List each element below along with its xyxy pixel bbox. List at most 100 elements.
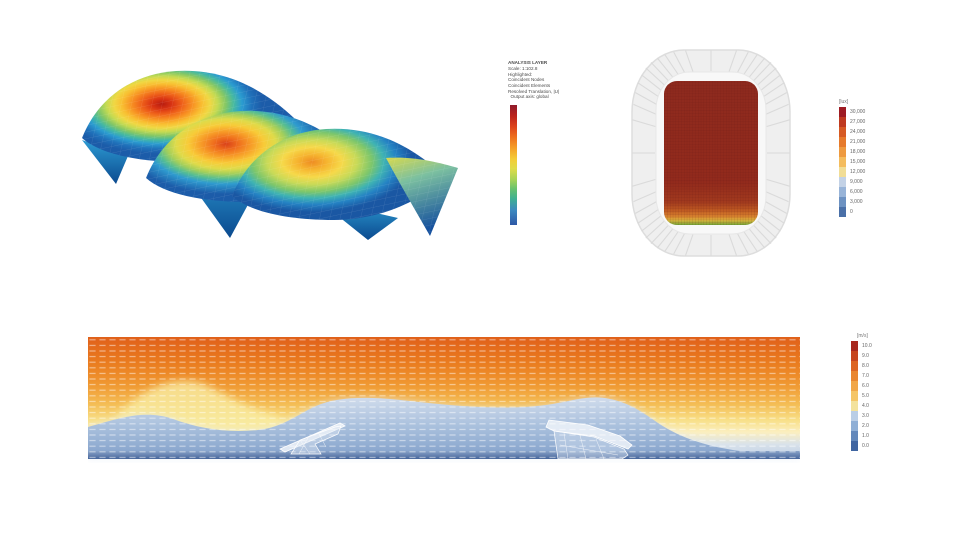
roof-pleat-line (736, 233, 749, 255)
legend-color-segment (839, 127, 846, 137)
membrane-tail-mesh (386, 157, 458, 236)
roof-pleat-line (736, 51, 749, 73)
lux-legend-labels: 30,000 27,000 24,000 21,000 18,000 15,000 12,0… (850, 107, 892, 219)
legend-tick-label: 12,000 (850, 168, 866, 175)
roof-pleat-line (766, 178, 790, 187)
legend-tick-label: 6.0 (862, 382, 869, 389)
analysis-info-lines: Scale: 1:102.8 Highlighted: Coincident Nod… (508, 66, 598, 100)
membrane-fin (82, 140, 128, 184)
roof-pleat-line (637, 82, 660, 98)
wind-legend-bar (851, 341, 858, 451)
roof-pleat-line (762, 82, 785, 98)
analysis-info-line: Coincident Elements (508, 82, 551, 88)
lux-legend-bar (839, 107, 846, 217)
velocity-vector-arrows (88, 337, 800, 459)
canopy-module-3 (232, 128, 444, 220)
legend-tick-label: 3,000 (850, 198, 863, 205)
legend-color-segment (851, 341, 858, 351)
roof-pleat-line (641, 214, 663, 232)
roof-pleat-line (635, 200, 658, 214)
legend-color-segment (839, 187, 846, 197)
analysis-info-line: Resolved Translation, |U| (508, 88, 560, 94)
legend-color-segment (839, 177, 846, 187)
roof-pleat-line (664, 231, 679, 252)
legend-color-segment (851, 401, 858, 411)
wind-legend-labels: 10.0 9.0 8.0 7.0 6.0 5.0 4.0 3.0 2.0 1.0 0.0 (862, 341, 904, 453)
roof-pleat-line (656, 57, 674, 78)
legend-tick-label: 3.0 (862, 412, 869, 419)
legend-tick-label: 18,000 (850, 148, 866, 155)
roof-pleat-line (656, 228, 674, 249)
legend-tick-label: 8.0 (862, 362, 869, 369)
legend-color-segment (839, 157, 846, 167)
legend-tick-label: 6,000 (850, 188, 863, 195)
roof-pleat-line (759, 214, 781, 232)
roof-pleat-line (645, 220, 666, 239)
wind-cfd-section (88, 337, 800, 460)
roof-pleat-line (684, 234, 694, 256)
legend-tick-label: 30,000 (850, 108, 866, 115)
lux-legend-unit: [lux] (839, 99, 849, 105)
legend-color-segment (851, 441, 858, 451)
analysis-info-line: Scale: 1:102.8 (508, 65, 538, 71)
legend-tick-label: 9.0 (862, 352, 869, 359)
roof-pleat-line (664, 54, 679, 75)
roof-pleat-line (673, 51, 686, 73)
roof-pleat-line (753, 62, 772, 82)
roof-pleat-line (748, 57, 766, 78)
legend-tick-label: 24,000 (850, 128, 866, 135)
daylight-field-grid (664, 81, 758, 225)
legend-tick-label: 0.0 (862, 442, 869, 449)
roof-pleat-line (632, 119, 656, 128)
roof-pleat-line (641, 74, 663, 92)
legend-color-segment (851, 361, 858, 371)
roof-pleat-line (766, 119, 790, 128)
legend-color-segment (839, 197, 846, 207)
stadium-daylight-plan (631, 49, 791, 257)
roof-pleat-line (765, 191, 789, 203)
roof-pleat-line (645, 67, 666, 86)
legend-tick-label: 10.0 (862, 342, 872, 349)
roof-pleat-line (635, 92, 658, 106)
analysis-info-line: Highlighted: (508, 71, 533, 77)
roof-pleat-line (743, 231, 758, 252)
roof-pleat-line (650, 62, 669, 82)
legend-color-segment (839, 137, 846, 147)
roof-pleat-line (728, 234, 738, 256)
legend-tick-label: 0 (850, 208, 853, 215)
legend-color-segment (839, 167, 846, 177)
analysis-info-line: Output axis: global (508, 94, 549, 100)
stadium-roof-pleats (632, 50, 790, 256)
analysis-layer-panel: ANALYSIS LAYER Scale: 1:102.8 Highlighted… (508, 60, 598, 225)
legend-tick-label: 1.0 (862, 432, 869, 439)
roof-pleat-line (637, 208, 660, 224)
legend-tick-label: 21,000 (850, 138, 866, 145)
legend-tick-label: 15,000 (850, 158, 866, 165)
roof-pleat-line (748, 228, 766, 249)
legend-color-segment (851, 421, 858, 431)
legend-tick-label: 4.0 (862, 402, 869, 409)
roof-pleat-line (673, 233, 686, 255)
roof-pleat-line (765, 103, 789, 115)
legend-color-segment (851, 351, 858, 361)
membrane-3d-surface-plot (82, 70, 458, 240)
wind-legend-unit: [m/s] (857, 333, 868, 339)
legend-tick-label: 27,000 (850, 118, 866, 125)
roof-pleat-line (632, 178, 656, 187)
legend-tick-label: 9,000 (850, 178, 863, 185)
legend-tick-label: 7.0 (862, 372, 869, 379)
wind-legend: [m/s] 10.0 9.0 8.0 7.0 6.0 5.0 4.0 3.0 2.0 1.0 0.0 (851, 333, 872, 451)
roof-pleat-line (633, 103, 657, 115)
roof-pleat-line (759, 74, 781, 92)
roof-pleat-line (756, 67, 777, 86)
analysis-info-line: Coincident Nodes (508, 77, 545, 83)
legend-tick-label: 2.0 (862, 422, 869, 429)
legend-color-segment (839, 117, 846, 127)
roof-pleat-line (743, 54, 758, 75)
roof-pleat-line (756, 220, 777, 239)
roof-pleat-line (650, 224, 669, 244)
roof-pleat-line (764, 92, 787, 106)
roof-pleat-line (762, 208, 785, 224)
roof-pleat-line (633, 191, 657, 203)
roof-pleat-line (728, 50, 738, 72)
